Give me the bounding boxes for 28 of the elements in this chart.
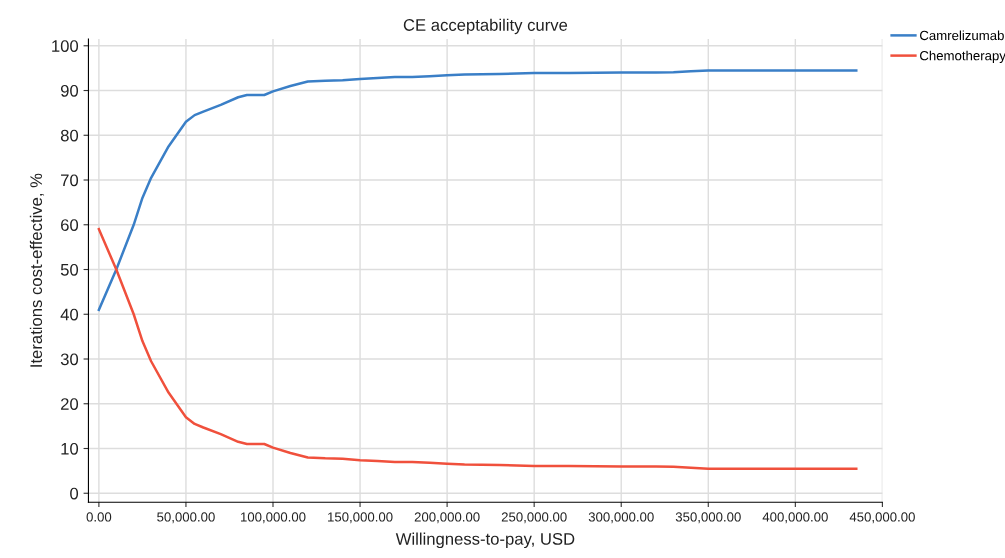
x-tick-label: 100,000.00 (240, 512, 306, 524)
x-tick-label: 350,000.00 (675, 512, 741, 524)
y-tick-label: 40 (60, 308, 79, 321)
chart-title: CE acceptability curve (403, 18, 568, 35)
y-tick-label: 10 (61, 442, 79, 455)
x-tick-label: 50,000.00 (157, 512, 215, 524)
y-tick-label: 20 (61, 398, 79, 410)
legend-label: Chemotherapy (920, 50, 1005, 63)
y-tick-label: 100 (52, 40, 79, 52)
x-tick-label: 250,000.00 (501, 512, 567, 524)
y-tick-label: 70 (61, 174, 79, 187)
legend-label: Camrelizumab (920, 30, 1004, 41)
x-tick-label: 150,000.00 (328, 512, 393, 524)
x-axis-title: Willingness-to-pay, USD (395, 532, 575, 549)
x-tick-label: 200,000.00 (414, 512, 480, 524)
x-tick-label: 450,000.00 (849, 512, 915, 524)
y-tick-label: 0 (70, 487, 79, 500)
y-tick-label: 60 (61, 219, 79, 231)
line-series (97, 69, 858, 312)
x-tick-label: 0.00 (86, 512, 112, 522)
y-axis-title: Iterations cost-effective, % (29, 173, 45, 367)
y-tick-label: 30 (60, 353, 79, 366)
y-tick-label: 80 (60, 129, 79, 142)
x-tick-label: 400,000.00 (762, 512, 828, 524)
y-tick-label: 50 (60, 263, 79, 276)
x-tick-label: 300,000.00 (588, 512, 654, 524)
y-tick-label: 90 (60, 84, 79, 97)
line-series (97, 227, 858, 470)
